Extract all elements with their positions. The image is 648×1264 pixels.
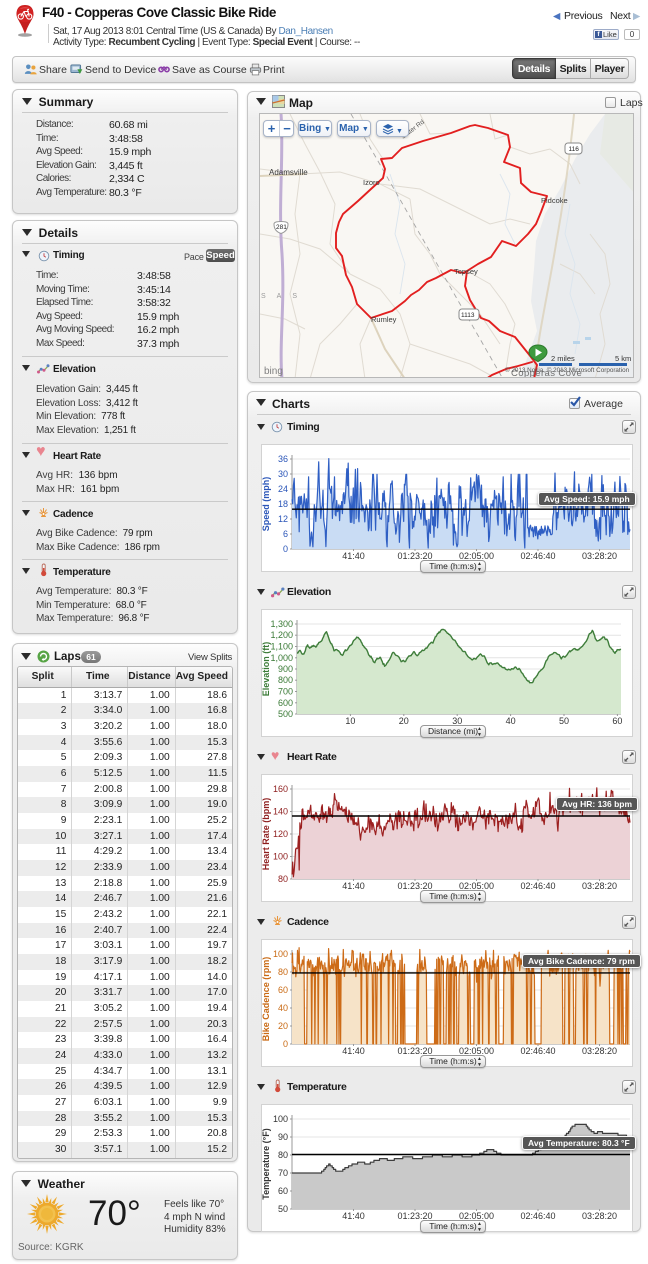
svg-text:120: 120 [273, 829, 288, 839]
svg-text:80: 80 [278, 874, 288, 884]
svg-text:30: 30 [278, 469, 288, 479]
svg-text:Pidcoke: Pidcoke [541, 196, 568, 205]
svg-text:5 km: 5 km [615, 354, 631, 363]
svg-text:60: 60 [278, 1186, 288, 1196]
svg-text:Izoro: Izoro [363, 178, 380, 187]
svg-text:116: 116 [569, 146, 580, 153]
svg-text:36: 36 [278, 454, 288, 464]
svg-text:41:40: 41:40 [342, 881, 365, 891]
svg-text:500: 500 [278, 709, 293, 719]
svg-text:02:46:40: 02:46:40 [520, 1211, 555, 1221]
svg-text:1,000: 1,000 [270, 653, 293, 663]
svg-text:Temperature (°F): Temperature (°F) [261, 1128, 271, 1199]
svg-text:80: 80 [278, 967, 288, 977]
svg-text:Copperas Cove: Copperas Cove [511, 368, 582, 378]
svg-text:100: 100 [273, 949, 288, 959]
svg-text:140: 140 [273, 807, 288, 817]
svg-text:0: 0 [283, 544, 288, 554]
svg-text:01:23:20: 01:23:20 [397, 1046, 432, 1056]
svg-text:Speed (mph): Speed (mph) [261, 477, 271, 532]
svg-text:bing: bing [264, 366, 283, 377]
svg-text:1113: 1113 [461, 312, 475, 319]
svg-text:50: 50 [559, 716, 569, 726]
svg-text:40: 40 [278, 1003, 288, 1013]
svg-text:100: 100 [273, 1114, 288, 1124]
svg-text:70: 70 [278, 1168, 288, 1178]
svg-text:Bike Cadence (rpm): Bike Cadence (rpm) [261, 957, 271, 1042]
svg-text:02:46:40: 02:46:40 [520, 551, 555, 561]
svg-text:700: 700 [278, 687, 293, 697]
svg-text:03:28:20: 03:28:20 [582, 881, 617, 891]
svg-text:41:40: 41:40 [342, 1046, 365, 1056]
svg-text:100: 100 [273, 852, 288, 862]
svg-text:1,200: 1,200 [270, 630, 293, 640]
svg-text:02:05:00: 02:05:00 [459, 881, 494, 891]
svg-text:10: 10 [345, 716, 355, 726]
svg-text:2 miles: 2 miles [551, 354, 575, 363]
svg-text:Topsey: Topsey [454, 267, 478, 276]
svg-text:60: 60 [278, 985, 288, 995]
svg-text:30: 30 [452, 716, 462, 726]
svg-text:Heart Rate (bpm): Heart Rate (bpm) [261, 798, 271, 871]
svg-text:20: 20 [278, 1021, 288, 1031]
svg-text:Adamsville: Adamsville [269, 168, 308, 177]
svg-text:41:40: 41:40 [342, 1211, 365, 1221]
svg-text:© 2013 Nokia, © 2013 Microsoft: © 2013 Nokia, © 2013 Microsoft Corporati… [505, 366, 630, 374]
svg-text:01:23:20: 01:23:20 [397, 881, 432, 891]
svg-text:Elevation (ft): Elevation (ft) [261, 642, 271, 697]
svg-text:02:05:00: 02:05:00 [459, 1211, 494, 1221]
svg-text:SAS: SAS [261, 293, 308, 300]
svg-text:80: 80 [278, 1150, 288, 1160]
svg-text:02:05:00: 02:05:00 [459, 1046, 494, 1056]
svg-text:Rumley: Rumley [371, 315, 397, 324]
svg-text:900: 900 [278, 664, 293, 674]
svg-text:01:23:20: 01:23:20 [397, 1211, 432, 1221]
svg-text:03:28:20: 03:28:20 [582, 551, 617, 561]
svg-text:160: 160 [273, 784, 288, 794]
svg-text:60: 60 [612, 716, 622, 726]
svg-text:03:28:20: 03:28:20 [582, 1211, 617, 1221]
svg-text:01:23:20: 01:23:20 [397, 551, 432, 561]
svg-text:40: 40 [506, 716, 516, 726]
svg-text:0: 0 [283, 1039, 288, 1049]
svg-text:800: 800 [278, 675, 293, 685]
svg-text:02:05:00: 02:05:00 [459, 551, 494, 561]
svg-text:20: 20 [399, 716, 409, 726]
svg-text:02:46:40: 02:46:40 [520, 881, 555, 891]
svg-text:03:28:20: 03:28:20 [582, 1046, 617, 1056]
svg-text:41:40: 41:40 [342, 551, 365, 561]
svg-text:18: 18 [278, 499, 288, 509]
svg-text:1,300: 1,300 [270, 619, 293, 629]
svg-text:600: 600 [278, 698, 293, 708]
svg-text:02:46:40: 02:46:40 [520, 1046, 555, 1056]
svg-text:50: 50 [278, 1204, 288, 1214]
svg-text:281: 281 [276, 224, 287, 231]
svg-text:24: 24 [278, 484, 288, 494]
svg-text:6: 6 [283, 529, 288, 539]
svg-text:12: 12 [278, 514, 288, 524]
svg-text:90: 90 [278, 1132, 288, 1142]
svg-text:1,100: 1,100 [270, 642, 293, 652]
